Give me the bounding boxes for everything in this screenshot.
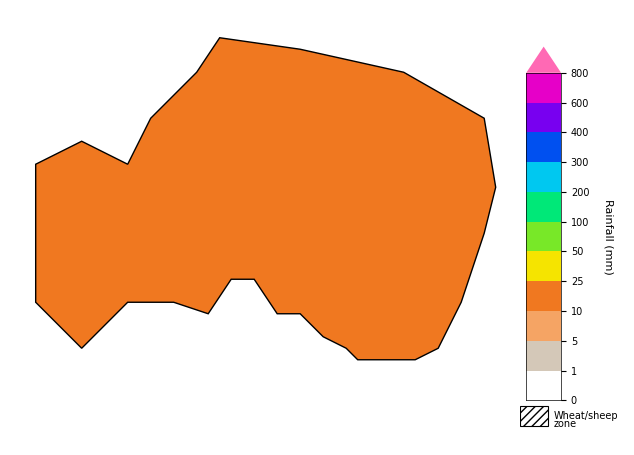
- Bar: [526, 132, 561, 162]
- Bar: [520, 406, 548, 426]
- Text: zone: zone: [554, 419, 577, 429]
- Bar: [526, 73, 561, 102]
- Bar: [526, 371, 561, 400]
- Bar: [526, 162, 561, 192]
- Bar: [526, 311, 561, 341]
- Polygon shape: [36, 38, 496, 360]
- Bar: [526, 252, 561, 281]
- Bar: [526, 281, 561, 311]
- Bar: [526, 341, 561, 371]
- Polygon shape: [526, 46, 561, 73]
- Text: Wheat/sheep: Wheat/sheep: [554, 411, 619, 421]
- Bar: [526, 192, 561, 222]
- Bar: [526, 102, 561, 132]
- Bar: [526, 222, 561, 252]
- Text: Rainfall (mm): Rainfall (mm): [604, 199, 614, 274]
